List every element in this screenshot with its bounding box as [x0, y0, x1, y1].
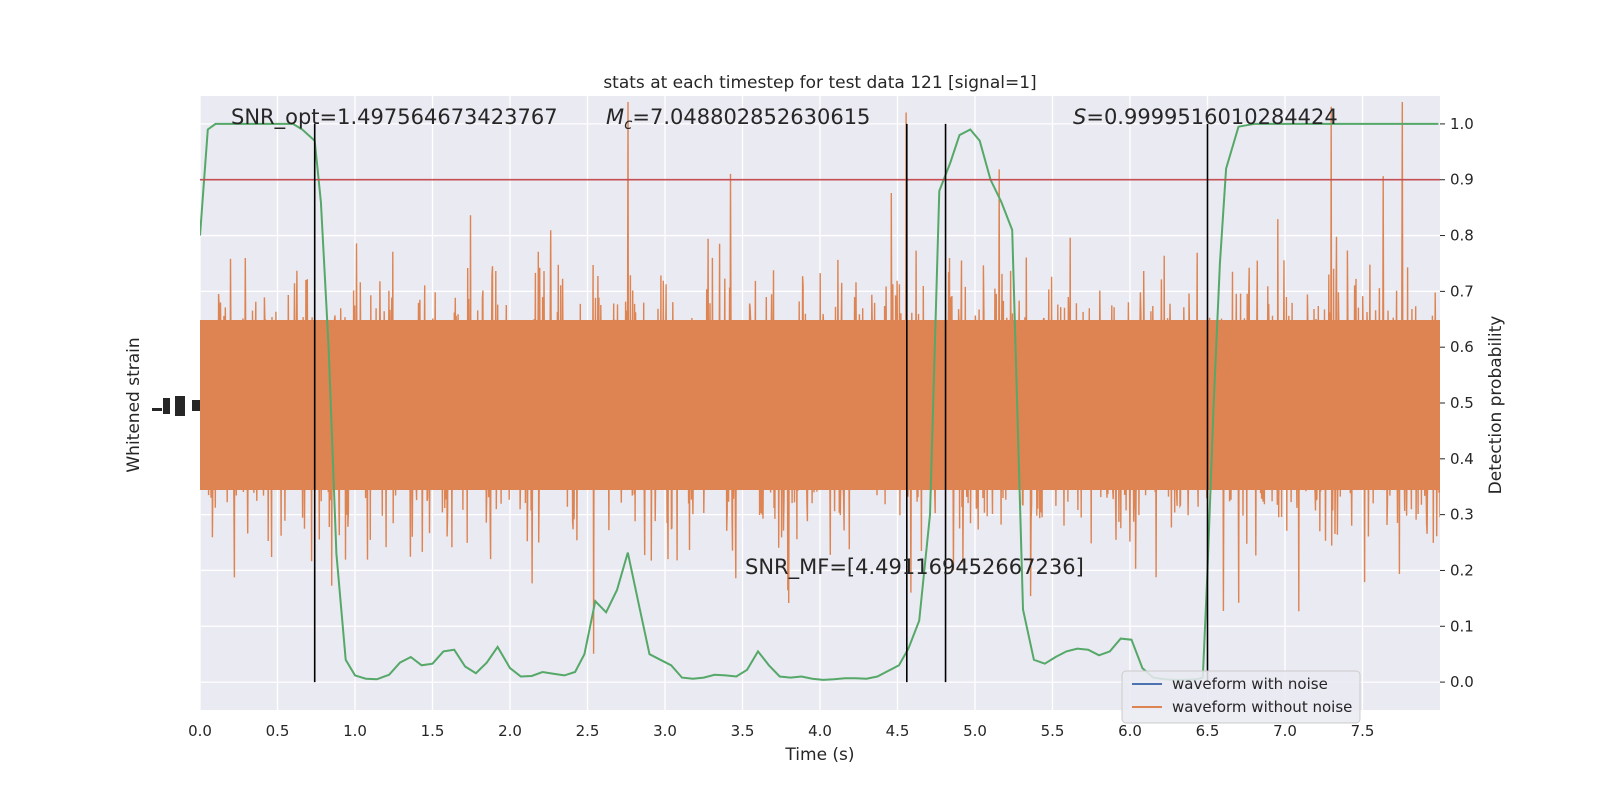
y-axis-label-left: Whitened strain: [124, 337, 144, 472]
x-axis-label: Time (s): [784, 745, 854, 765]
y-tick-label: 1.0: [1450, 115, 1474, 133]
y-tick-label: 0.1: [1450, 617, 1474, 635]
y-tick-labels-right: 0.0 0.1 0.2 0.3 0.4 0.5 0.6 0.7 0.8 0.9 1.0: [1440, 115, 1474, 691]
waveform-without-noise: [200, 101, 1440, 654]
x-tick-label: 7.0: [1273, 722, 1297, 740]
x-tick-label: 0.5: [266, 722, 290, 740]
y-tick-label: 0.4: [1450, 450, 1474, 468]
left-axis-ticks-cluster: [152, 396, 200, 416]
legend: waveform with noise waveform without noi…: [1121, 670, 1361, 724]
x-tick-label: 0.0: [188, 722, 212, 740]
x-tick-label: 1.5: [421, 722, 445, 740]
y-tick-label: 0.7: [1450, 282, 1474, 300]
legend-box: [1121, 670, 1361, 724]
s-annotation: S=0.9999516010284424: [1073, 105, 1338, 129]
x-tick-labels: 0.0 0.5 1.0 1.5 2.0 2.5 3.0 3.5 4.0 4.5 5.0 5.5 6.0 6…: [188, 722, 1374, 740]
y-tick-label: 0.0: [1450, 673, 1474, 691]
y-tick-label: 0.2: [1450, 561, 1474, 579]
y-axis-label-right: Detection probability: [1486, 316, 1506, 495]
legend-label-without-noise: waveform without noise: [1172, 698, 1352, 716]
snr-mf-annotation: SNR_MF=[4.491169452667236]: [745, 555, 1084, 580]
y-tick-label: 0.9: [1450, 171, 1474, 189]
x-tick-label: 3.0: [653, 722, 677, 740]
y-tick-label: 0.6: [1450, 338, 1474, 356]
waveform-dense-band: [200, 320, 1440, 490]
legend-label-with-noise: waveform with noise: [1172, 675, 1328, 693]
vertical-markers: [313, 123, 1209, 683]
snr-opt-annotation: SNR_opt=1.497564673423767: [231, 105, 558, 130]
x-tick-label: 2.0: [498, 722, 522, 740]
chirp-mass-annotation: Mc=7.048802852630615: [606, 105, 870, 133]
x-tick-label: 3.5: [731, 722, 755, 740]
x-tick-label: 4.0: [808, 722, 832, 740]
detection-probability-line: [200, 122, 1439, 681]
x-tick-label: 4.5: [886, 722, 910, 740]
y-tick-label: 0.3: [1450, 506, 1474, 524]
x-tick-label: 6.0: [1118, 722, 1142, 740]
y-tick-label: 0.5: [1450, 394, 1474, 412]
x-tick-label: 5.5: [1041, 722, 1065, 740]
x-tick-label: 6.5: [1196, 722, 1220, 740]
y-tick-label: 0.8: [1450, 227, 1474, 245]
x-tick-label: 1.0: [343, 722, 367, 740]
x-tick-label: 5.0: [963, 722, 987, 740]
chart-title: stats at each timestep for test data 121…: [603, 73, 1036, 93]
x-tick-label: 2.5: [576, 722, 600, 740]
x-tick-label: 7.5: [1351, 722, 1375, 740]
